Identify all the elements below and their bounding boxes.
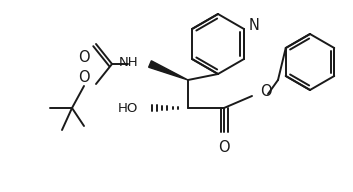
Text: N: N xyxy=(249,18,260,33)
Text: O: O xyxy=(218,140,230,155)
Text: O: O xyxy=(78,50,90,65)
Text: NH: NH xyxy=(118,55,138,69)
Polygon shape xyxy=(149,61,188,80)
Text: O: O xyxy=(260,84,271,99)
Text: HO: HO xyxy=(118,102,138,114)
Text: O: O xyxy=(78,70,90,85)
